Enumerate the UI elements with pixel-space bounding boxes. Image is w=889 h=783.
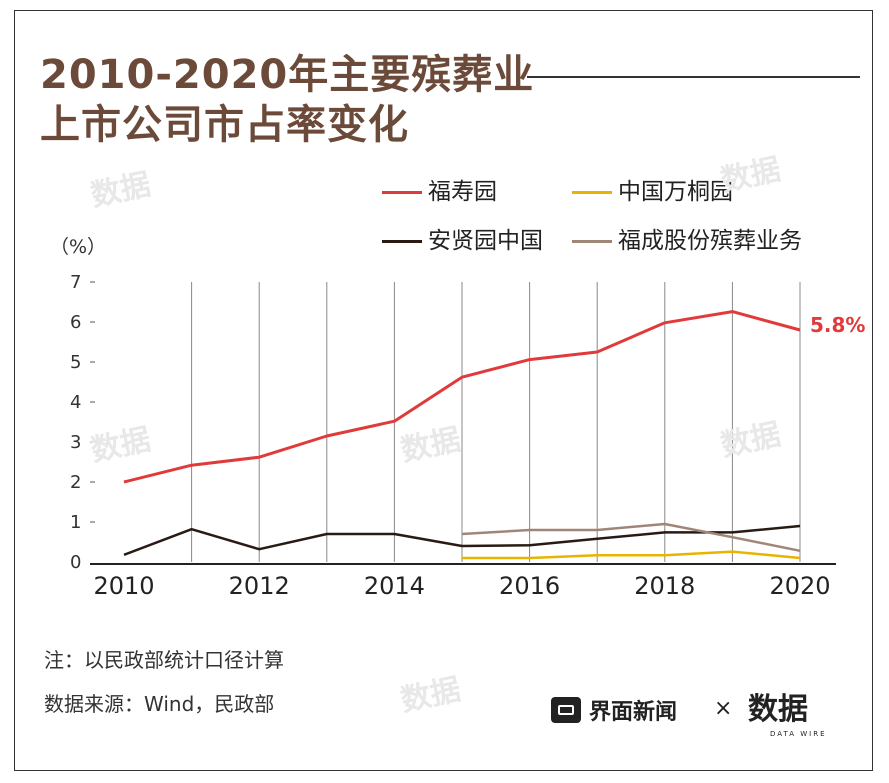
legend-swatch	[382, 240, 422, 243]
y-tick-label: 0	[70, 552, 81, 573]
brand-name: 界面新闻	[589, 700, 678, 725]
y-tick-label: 1	[70, 512, 81, 533]
grid	[90, 282, 836, 565]
legend-label: 安贤园中国	[428, 228, 543, 254]
y-tick-label: 4	[70, 392, 81, 413]
x-tick-label: 2010	[93, 572, 154, 600]
y-tick-label: 7	[70, 272, 81, 293]
y-tick-label: 3	[70, 432, 81, 453]
y-tick-label: 6	[70, 312, 81, 333]
series-line-3	[461, 522, 801, 553]
data-source: 数据来源：Wind，民政部	[44, 692, 275, 716]
series-line-1	[462, 550, 801, 560]
title-line-1: 2010-2020年主要殡葬业	[40, 52, 535, 98]
y-unit-label: （%）	[50, 236, 107, 258]
x-tick-label: 2018	[634, 572, 695, 600]
x-tick-label: 2016	[499, 572, 560, 600]
x-axis: 2010 2012 2014 2016 2018 2020	[93, 572, 830, 600]
footnote: 注：以民政部统计口径计算	[44, 648, 284, 672]
legend-item-zhongguo-wantongyuan: 中国万桐园	[572, 172, 733, 206]
legend-item-fushouyuan: 福寿园	[382, 172, 497, 206]
x-tick-label: 2020	[769, 572, 830, 600]
data-wire-subtitle: DATA WIRE	[770, 730, 827, 738]
legend-swatch	[382, 191, 422, 194]
end-value-label: 5.8%	[810, 313, 865, 337]
legend-item-anxianyuan: 安贤园中国	[382, 221, 543, 255]
brand-jiemian: 界面新闻	[551, 694, 677, 726]
legend-label: 中国万桐园	[618, 179, 733, 205]
title-rule	[527, 76, 860, 78]
legend-swatch	[572, 240, 612, 243]
x-tick-label: 2014	[364, 572, 425, 600]
series-line-0	[123, 310, 801, 484]
legend-label: 福寿园	[428, 179, 497, 205]
cross-sign: ×	[714, 696, 733, 721]
title-line-2: 上市公司市占率变化	[40, 102, 409, 148]
y-tick-label: 2	[70, 472, 81, 493]
series-lines	[123, 310, 801, 560]
y-axis: 0 1 2 3 4 5 6 7	[70, 272, 95, 573]
y-tick-label: 5	[70, 352, 81, 373]
data-wire-logo: 数据	[748, 692, 808, 727]
x-tick-label: 2012	[229, 572, 290, 600]
chart-title: 2010-2020年主要殡葬业 上市公司市占率变化	[40, 50, 534, 150]
series-line-2	[123, 524, 801, 556]
legend-item-fucheng: 福成股份殡葬业务	[572, 221, 802, 255]
legend-label: 福成股份殡葬业务	[618, 228, 802, 254]
legend-swatch	[572, 191, 612, 194]
jiemian-logo-icon	[551, 697, 581, 723]
